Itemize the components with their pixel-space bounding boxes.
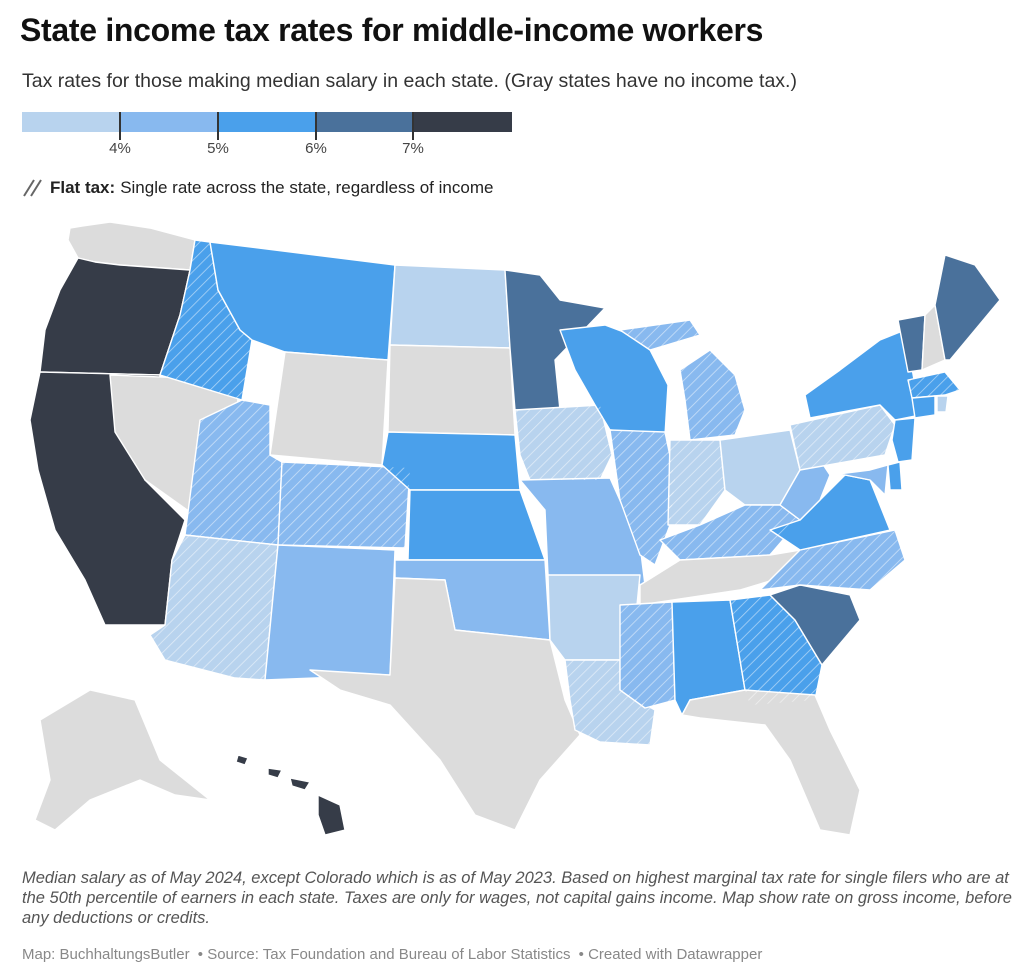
state-ak[interactable] <box>34 689 211 831</box>
state-mn[interactable] <box>504 269 606 411</box>
legend-tick-label: 4% <box>109 140 131 157</box>
legend-divider <box>217 112 219 140</box>
state-in[interactable] <box>667 439 726 526</box>
legend-swatch <box>413 112 512 132</box>
flat-tax-label: Flat tax: <box>50 178 116 197</box>
state-sd[interactable] <box>387 344 516 436</box>
state-ut[interactable] <box>184 399 283 546</box>
legend-tick-label: 5% <box>207 140 229 157</box>
state-fl[interactable] <box>681 689 861 836</box>
chart-subtitle: Tax rates for those making median salary… <box>22 70 797 92</box>
flat-tax-note: Flat tax: Single rate across the state, … <box>22 178 493 198</box>
flat-tax-description: Single rate across the state, regardless… <box>120 178 494 197</box>
hatch-pattern-icon <box>23 179 42 197</box>
state-ia[interactable] <box>514 404 613 481</box>
state-de[interactable] <box>887 461 903 491</box>
created-credit: • Created with Datawrapper <box>578 946 763 963</box>
us-state-map <box>29 221 1001 836</box>
chart-credits: Map: BuchhaltungsButler • Source: Tax Fo… <box>22 946 766 963</box>
state-me[interactable] <box>934 254 1001 361</box>
legend-swatch <box>316 112 412 132</box>
legend-swatch <box>218 112 315 132</box>
color-legend: 4% 5% 6% 7% <box>22 112 512 162</box>
chart-footnote: Median salary as of May 2024, except Col… <box>22 869 1012 927</box>
state-nd[interactable] <box>389 264 511 349</box>
state-ks[interactable] <box>407 489 546 561</box>
state-ri[interactable] <box>936 395 949 413</box>
state-hi[interactable] <box>235 754 346 836</box>
legend-divider <box>315 112 317 140</box>
state-pa[interactable] <box>789 404 896 471</box>
legend-tick-label: 7% <box>402 140 424 157</box>
chart-title: State income tax rates for middle-income… <box>20 12 764 48</box>
legend-swatch <box>120 112 217 132</box>
state-nj[interactable] <box>891 417 916 463</box>
legend-tick-label: 6% <box>305 140 327 157</box>
state-co[interactable] <box>277 461 411 549</box>
source-credit: • Source: Tax Foundation and Bureau of L… <box>197 946 571 963</box>
state-ma[interactable] <box>907 371 961 399</box>
legend-divider <box>412 112 414 140</box>
state-wy[interactable] <box>269 351 389 466</box>
state-tx[interactable] <box>309 577 581 831</box>
legend-swatch <box>22 112 119 132</box>
state-ne[interactable] <box>381 431 521 491</box>
state-nm[interactable] <box>264 544 396 681</box>
legend-divider <box>119 112 121 140</box>
state-ms[interactable] <box>619 601 676 709</box>
state-ct[interactable] <box>911 395 936 419</box>
map-credit: Map: BuchhaltungsButler <box>22 946 190 963</box>
state-md[interactable] <box>829 464 889 496</box>
